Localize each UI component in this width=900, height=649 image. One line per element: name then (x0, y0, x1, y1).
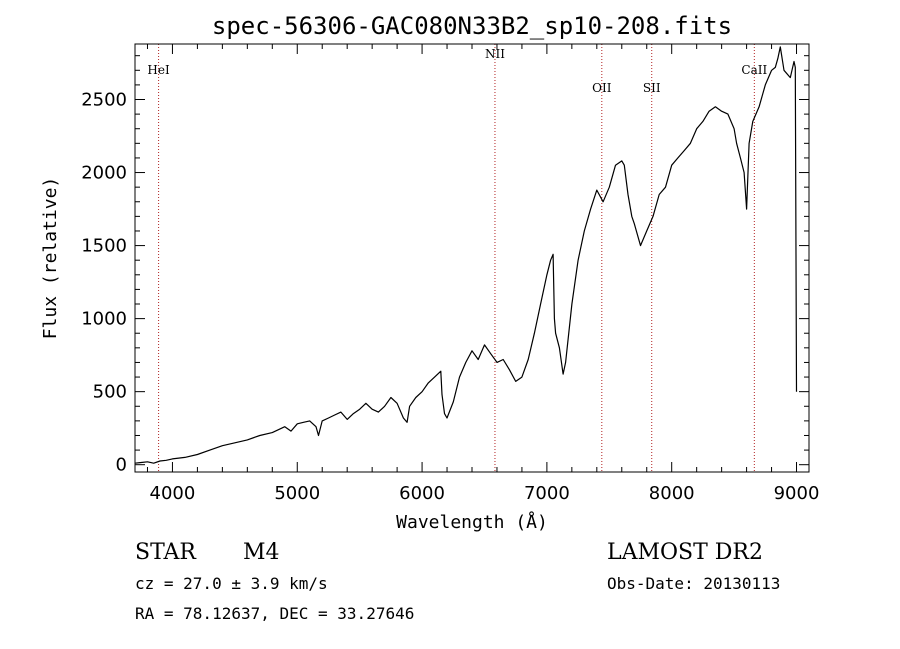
line-label-oii: OII (592, 81, 612, 95)
redshift-text: cz = 27.0 ± 3.9 km/s (135, 574, 328, 593)
y-axis: 0 500 1000 1500 2000 2500 (81, 55, 809, 476)
survey-name: LAMOST DR2 (607, 540, 763, 565)
line-label-hei: HeI (147, 63, 170, 77)
y-tick-label: 500 (93, 382, 127, 403)
line-label-sii: SII (643, 81, 661, 95)
object-type: STAR (135, 540, 197, 565)
y-tick-label: 1000 (81, 309, 127, 330)
y-tick-label: 0 (116, 455, 127, 476)
line-label-nii: NII (485, 47, 505, 61)
x-tick-label: 4000 (150, 483, 196, 504)
coordinates: RA = 78.12637, DEC = 33.27646 (135, 604, 414, 623)
line-label-caii: CaII (741, 63, 767, 77)
x-axis: 4000 5000 6000 7000 8000 9000 (146, 44, 820, 504)
obs-date: Obs-Date: 20130113 (607, 574, 780, 593)
spectrum-line (134, 46, 798, 464)
line-markers: HeI NII OII SII CaII (147, 44, 767, 472)
y-tick-label: 1500 (81, 236, 127, 257)
x-tick-label: 8000 (649, 483, 695, 504)
x-tick-label: 7000 (524, 483, 570, 504)
plot-frame (134, 43, 810, 473)
spectral-subclass: M4 (243, 540, 280, 565)
spectrum-series (134, 46, 798, 464)
x-tick-label: 5000 (274, 483, 320, 504)
chart-title: spec-56306-GAC080N33B2_sp10-208.fits (212, 12, 732, 40)
x-axis-label: Wavelength (Å) (396, 511, 548, 533)
y-tick-label: 2000 (81, 163, 127, 184)
x-tick-label: 9000 (774, 483, 820, 504)
y-axis-label: Flux (relative) (40, 177, 61, 340)
x-tick-label: 6000 (399, 483, 445, 504)
y-tick-label: 2500 (81, 90, 127, 111)
